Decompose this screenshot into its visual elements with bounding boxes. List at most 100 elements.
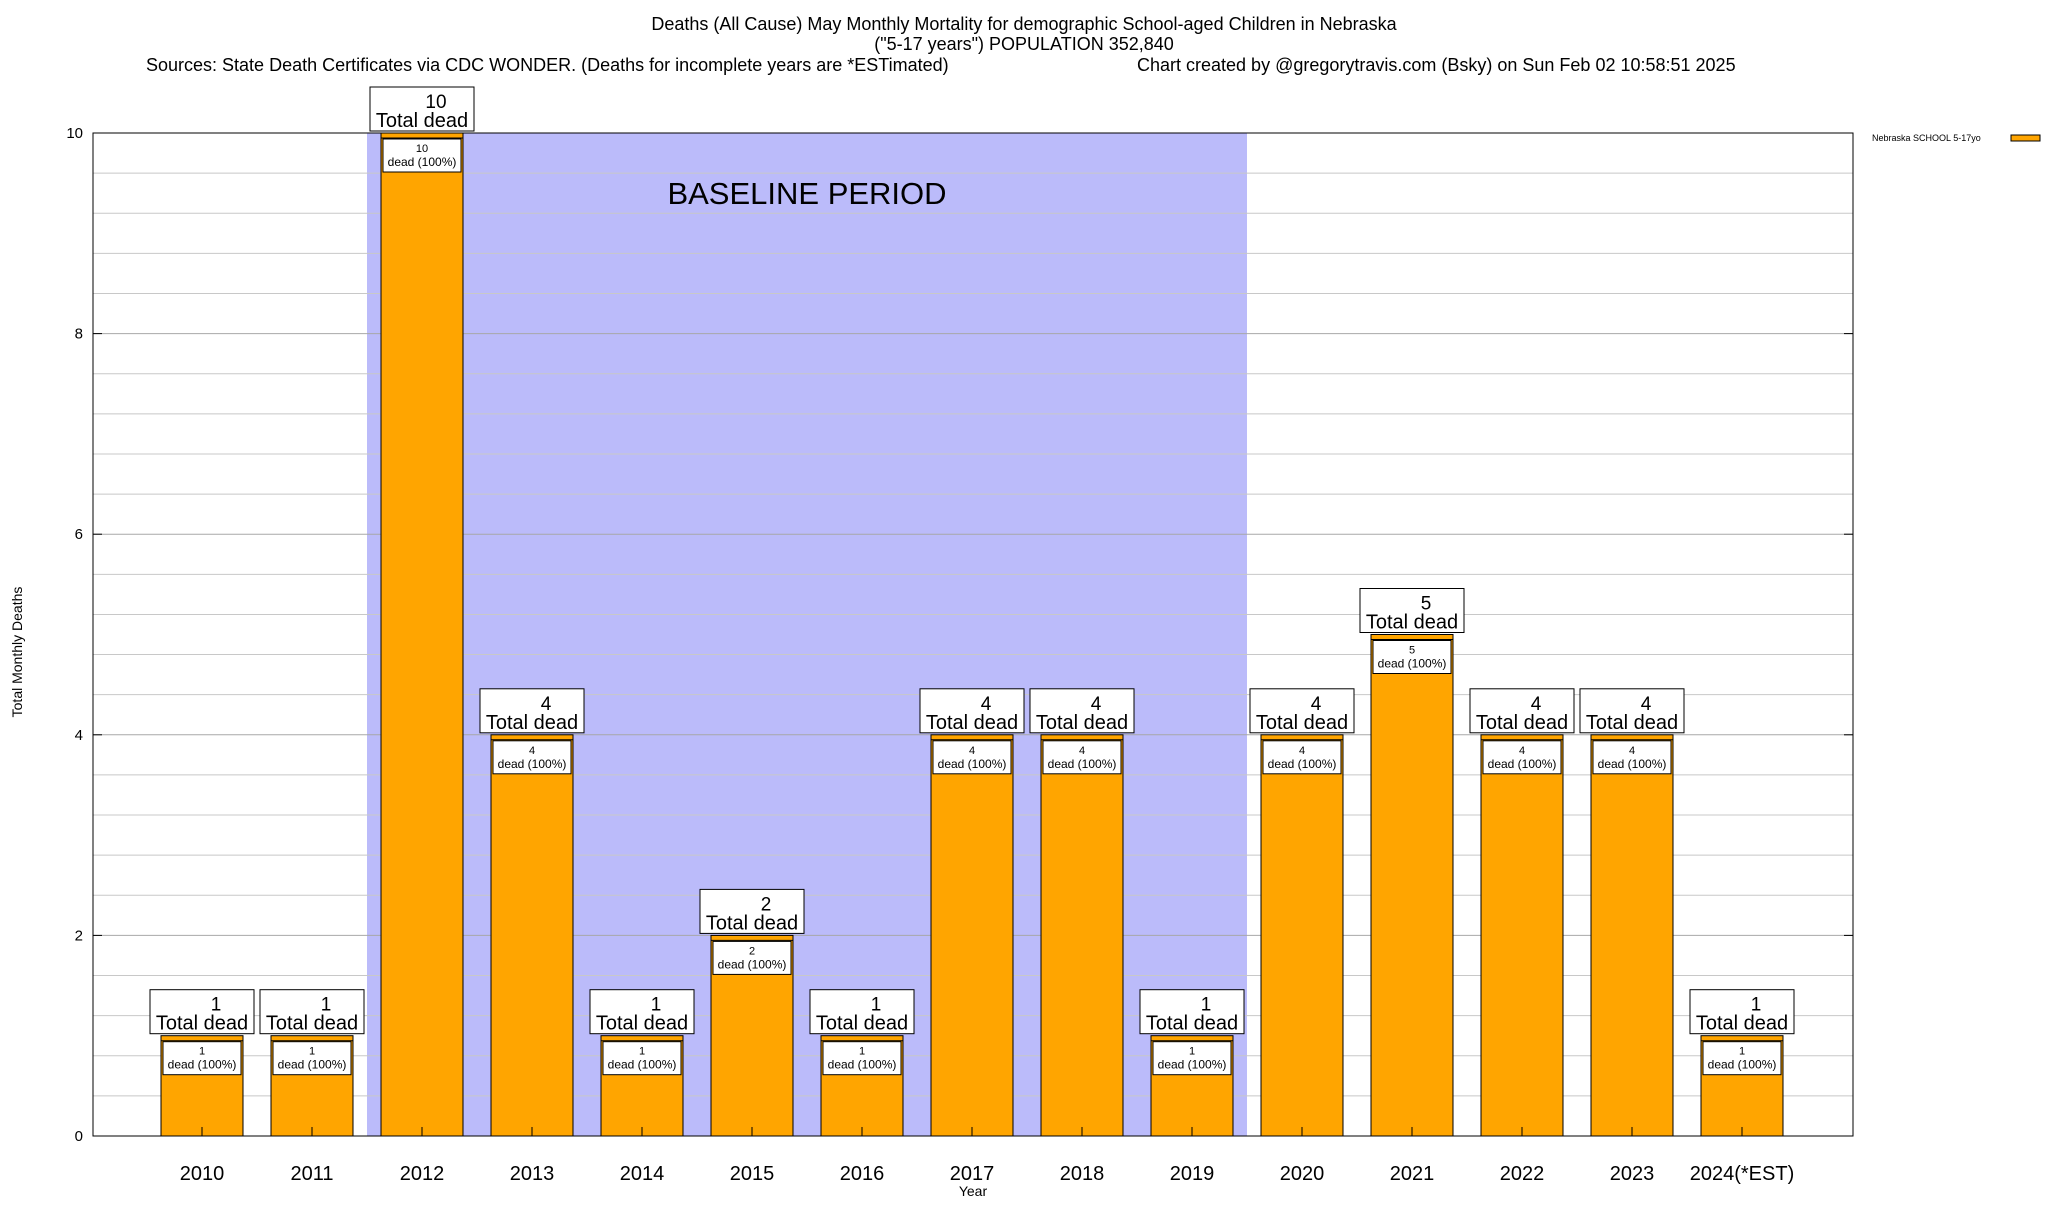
inner-label-value: 4 [529,745,535,757]
inner-label-value: 1 [639,1046,645,1058]
total-label-box [809,989,915,1035]
inner-label-value: 1 [199,1046,205,1058]
inner-label-value: 4 [1629,745,1635,757]
inner-label-box [712,940,792,975]
total-label-value: 4 [1641,694,1652,715]
inner-label-box [1152,1041,1232,1076]
inner-label-text: dead (100%) [718,957,787,971]
x-tick-label: 2020 [1280,1163,1325,1185]
x-tick-label: 2017 [950,1163,995,1185]
inner-label-box [1482,740,1562,775]
x-tick-label: 2019 [1170,1163,1215,1185]
x-tick-label: 2011 [290,1163,333,1185]
total-label-value: 1 [871,995,882,1016]
total-label-text: Total dead [1036,712,1128,734]
inner-label-box [1372,640,1452,674]
total-label-value: 4 [1091,694,1102,715]
bar [380,132,464,1137]
y-tick-label: 6 [75,526,83,543]
inner-label-value: 1 [1739,1046,1745,1058]
y-tick-label: 0 [75,1128,83,1145]
inner-label-value: 4 [1079,745,1085,757]
inner-label-text: dead (100%) [168,1058,237,1072]
total-label-text: Total dead [1366,612,1458,634]
y-tick-label: 8 [75,326,83,343]
inner-label-box [602,1041,682,1076]
inner-label-value: 1 [859,1046,865,1058]
total-label-text: Total dead [1586,712,1678,734]
x-tick-label: 2012 [400,1163,445,1185]
total-label-text: Total dead [376,110,468,132]
inner-label-text: dead (100%) [1158,1058,1227,1072]
total-label-box [699,888,805,934]
inner-label-text: dead (100%) [938,757,1007,771]
total-label-value: 4 [1311,694,1322,715]
total-label-value: 1 [1751,995,1762,1016]
inner-label-value: 2 [749,945,755,957]
y-tick-label: 4 [75,727,83,744]
bar [1260,734,1344,1137]
legend-swatch [2010,134,2041,142]
chart-title-line-1: Deaths (All Cause) May Monthly Mortality… [651,14,1397,34]
y-axis-label: Total Monthly Deaths [9,587,25,718]
total-label-text: Total dead [1256,712,1348,734]
inner-label-box [932,740,1012,775]
total-label-text: Total dead [266,1013,358,1035]
total-label-text: Total dead [1696,1013,1788,1035]
inner-label-box [1592,740,1672,775]
chart-title-line-2: ("5-17 years") POPULATION 352,840 [874,34,1174,54]
total-label-box [1139,989,1245,1035]
x-tick-label: 2013 [510,1163,555,1185]
total-label-box [1469,688,1575,734]
total-label-box [369,86,475,132]
total-label-text: Total dead [596,1013,688,1035]
inner-label-text: dead (100%) [1598,757,1667,771]
x-tick-label: 2014 [620,1163,665,1185]
total-label-text: Total dead [1146,1013,1238,1035]
inner-label-text: dead (100%) [498,757,567,771]
inner-label-value: 1 [309,1046,315,1058]
inner-label-value: 4 [969,745,975,757]
bar [1480,734,1564,1137]
inner-label-text: dead (100%) [1378,657,1447,671]
total-label-box [1359,588,1465,633]
bar [1590,734,1674,1137]
total-label-text: Total dead [926,712,1018,734]
y-tick-label: 10 [66,125,83,142]
total-label-box [1689,989,1795,1035]
inner-label-box [492,740,572,775]
x-tick-label: 2010 [180,1163,225,1185]
inner-label-text: dead (100%) [278,1058,347,1072]
inner-label-value: 4 [1519,745,1525,757]
bar [490,734,574,1137]
total-label-value: 4 [541,694,552,715]
x-tick-label: 2022 [1500,1163,1545,1185]
inner-label-text: dead (100%) [608,1058,677,1072]
inner-label-box [162,1041,242,1076]
inner-label-value: 10 [416,143,428,155]
total-label-value: 1 [1201,995,1212,1016]
inner-label-box [1262,740,1342,775]
x-tick-label: 2021 [1390,1163,1435,1185]
total-label-value: 4 [1531,694,1542,715]
total-label-text: Total dead [1476,712,1568,734]
inner-label-text: dead (100%) [1488,757,1557,771]
x-tick-label: 2016 [840,1163,885,1185]
inner-label-box [1042,740,1122,775]
inner-label-text: dead (100%) [828,1058,897,1072]
total-label-box [919,688,1025,734]
legend-label: Nebraska SCHOOL 5-17yo [1872,133,1981,143]
total-label-value: 1 [211,995,222,1016]
bar [1370,634,1454,1137]
chart-sources: Sources: State Death Certificates via CD… [146,55,949,75]
x-tick-label: 2024(*EST) [1690,1163,1795,1185]
inner-label-value: 1 [1189,1046,1195,1058]
inner-label-box [382,138,462,173]
x-tick-label: 2015 [730,1163,775,1185]
total-label-box [259,989,365,1035]
inner-label-text: dead (100%) [388,155,457,169]
inner-label-text: dead (100%) [1268,757,1337,771]
